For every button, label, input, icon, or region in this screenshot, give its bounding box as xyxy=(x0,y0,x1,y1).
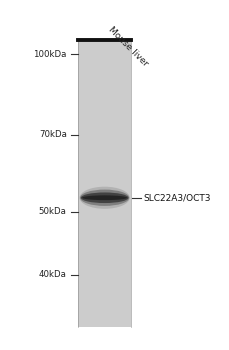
Ellipse shape xyxy=(81,193,128,203)
Text: 40kDa: 40kDa xyxy=(39,270,66,279)
Ellipse shape xyxy=(80,190,129,206)
Ellipse shape xyxy=(82,195,127,200)
Ellipse shape xyxy=(79,187,129,209)
Text: 70kDa: 70kDa xyxy=(39,130,66,139)
Text: 100kDa: 100kDa xyxy=(33,50,66,59)
Text: 50kDa: 50kDa xyxy=(39,207,66,216)
Text: Mouse liver: Mouse liver xyxy=(106,25,150,68)
Text: SLC22A3/OCT3: SLC22A3/OCT3 xyxy=(143,193,210,202)
Bar xyxy=(78,40,131,327)
